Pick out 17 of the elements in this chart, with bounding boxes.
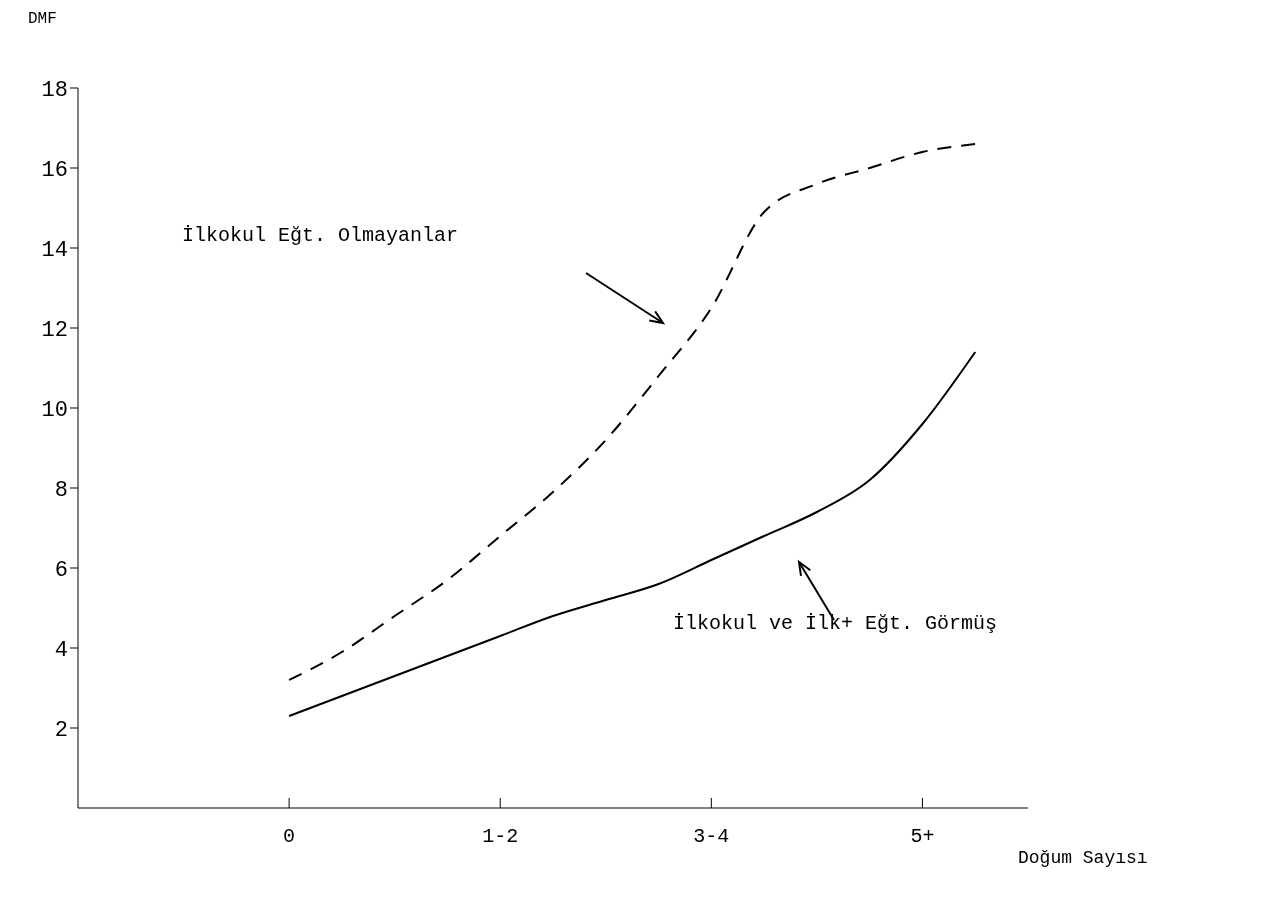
annotation: İlkokul ve İlk+ Eğt. Görmüş xyxy=(673,612,998,635)
x-tick-label: 1-2 xyxy=(482,825,519,849)
y-tick-label: 18 xyxy=(41,77,68,103)
y-tick-label: 14 xyxy=(41,237,68,263)
y-tick-label: 12 xyxy=(41,317,68,343)
y-axis-title: DMF xyxy=(28,10,57,28)
annotation: İlkokul Eğt. Olmayanlar xyxy=(182,224,459,247)
x-tick-label: 0 xyxy=(283,825,296,849)
y-tick-label: 16 xyxy=(41,157,68,183)
y-tick-label: 8 xyxy=(54,477,68,503)
x-tick-label: 3-4 xyxy=(693,825,730,849)
x-tick-label: 5+ xyxy=(910,825,935,849)
x-axis-title: Doğum Sayısı xyxy=(1018,848,1148,868)
y-tick-label: 10 xyxy=(41,397,68,423)
y-tick-label: 4 xyxy=(54,637,68,663)
y-tick-label: 6 xyxy=(54,557,68,583)
y-tick-label: 2 xyxy=(54,717,68,743)
